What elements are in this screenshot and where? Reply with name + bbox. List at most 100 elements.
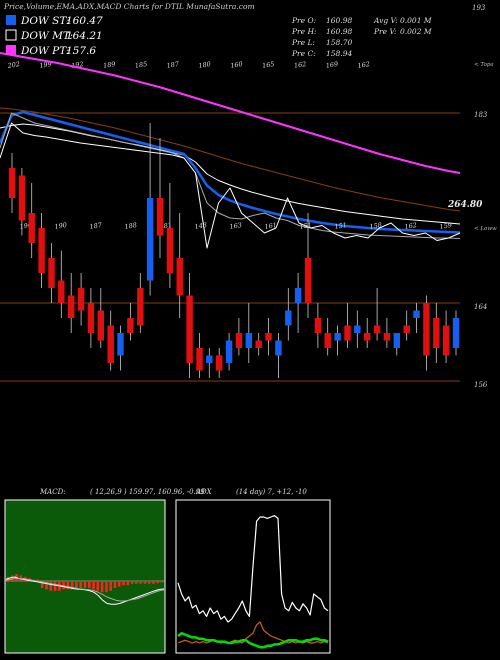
candle-body <box>117 333 124 356</box>
pre-close-value: 158.94 <box>326 49 352 58</box>
legend-label-st: DOW ST: <box>20 15 70 27</box>
ema-last-value: 264.80 <box>447 200 483 210</box>
macd-histogram-bar <box>53 581 57 591</box>
macd-histogram-bar <box>117 581 121 587</box>
candle-body <box>373 325 381 333</box>
macd-panel <box>4 499 166 654</box>
candle <box>294 273 302 333</box>
candle <box>87 288 95 348</box>
candle-body <box>403 325 410 333</box>
candle-body <box>146 198 154 281</box>
ema-series-line <box>0 110 461 234</box>
ema-lines <box>0 52 461 249</box>
candle <box>156 138 164 258</box>
pre-volume-value: 0.002 M <box>400 27 432 36</box>
candle-body <box>255 340 262 348</box>
candlesticks <box>8 123 460 378</box>
macd-histogram-bar <box>79 581 82 588</box>
candle-body <box>383 333 391 341</box>
pre-high-label: Pre H: <box>291 27 317 36</box>
candle-body <box>166 228 174 273</box>
ema-series-line <box>0 107 461 212</box>
ema-price-label: 180 <box>198 60 212 70</box>
pre-volume-label: Pre V: <box>373 27 397 36</box>
candle-body <box>18 175 26 221</box>
candle <box>324 318 331 356</box>
macd-lines <box>5 576 165 605</box>
adx-series-line <box>177 514 329 623</box>
candle-body <box>28 213 35 243</box>
macd-histogram-bar <box>70 581 74 590</box>
legend-label-mt: DOW MT: <box>20 30 73 42</box>
ohlc-block: Pre O: 160.98 Pre H: 160.98 Pre L: 158.7… <box>291 16 432 58</box>
pre-low-label: Pre L: <box>291 38 315 47</box>
candle <box>68 273 75 333</box>
legend-swatch-st <box>6 15 16 25</box>
candle <box>225 333 233 371</box>
candle-body <box>107 325 114 363</box>
candle-axis-label-156: 156 <box>474 381 488 389</box>
ema-series-line <box>0 112 461 239</box>
legend-value-mt: 164.21 <box>66 30 103 42</box>
candle <box>107 310 114 371</box>
candle <box>245 303 252 363</box>
macd-histogram-bar <box>36 579 40 581</box>
candle <box>364 318 371 348</box>
candle-price-label: 196 <box>19 221 33 231</box>
legend: DOW ST: 160.47 DOW MT: 164.21 DOW PT: 15… <box>5 15 103 57</box>
candle-body <box>68 295 75 318</box>
legend-swatch-pt <box>6 45 16 55</box>
avg-volume-value: 0.001 M <box>400 16 432 25</box>
candle <box>373 288 381 341</box>
ema-price-label: 162 <box>357 60 371 70</box>
macd-histogram-bar <box>135 581 138 584</box>
macd-histogram-bar <box>66 581 70 590</box>
candle <box>304 213 312 318</box>
candle-price-label: 181 <box>159 221 173 231</box>
candle-body <box>8 168 16 198</box>
candle-axis-note: < Loww <box>474 226 497 232</box>
candle <box>235 318 243 356</box>
candle-price-label: 188 <box>124 221 138 231</box>
candle-body <box>58 280 65 303</box>
candle-price-label: 159 <box>439 221 453 231</box>
adx-panel <box>175 499 331 654</box>
candle-body <box>38 228 45 273</box>
legend-swatch-mt <box>5 29 17 41</box>
macd-histogram-bar <box>143 581 147 584</box>
candle-body <box>176 258 183 296</box>
adx-series-line <box>177 631 329 649</box>
candle <box>314 303 322 348</box>
candle <box>334 325 341 356</box>
ema-price-label: 160 <box>230 60 244 70</box>
candle-body <box>216 355 223 371</box>
candle <box>48 243 55 303</box>
candle <box>146 123 154 296</box>
candle-body <box>87 303 95 333</box>
candle-body <box>127 318 134 333</box>
candle <box>127 303 134 341</box>
candle <box>166 183 174 288</box>
candle <box>117 325 124 371</box>
macd-histogram-bar <box>113 581 117 588</box>
ema-series-line <box>0 122 461 249</box>
adx-label: ADX <box>195 488 213 496</box>
price-axis-note: < Topa <box>474 62 494 68</box>
candle-body <box>452 318 460 348</box>
candle-body <box>294 288 302 303</box>
candle <box>216 348 223 378</box>
candle <box>383 318 391 348</box>
candle <box>433 303 440 363</box>
candle <box>196 333 203 378</box>
macd-histogram-bar <box>49 581 53 591</box>
candle-price-label: 161 <box>264 221 278 231</box>
candle-body <box>304 258 312 303</box>
candle-body <box>393 333 400 348</box>
macd-label: MACD: <box>39 488 66 496</box>
candle-body <box>364 333 371 341</box>
macd-params: ( 12,26,9 ) 159.97, 160.96, -0.99 <box>90 488 205 496</box>
adx-lines <box>177 514 329 649</box>
legend-value-st: 160.47 <box>66 15 103 27</box>
candle-body <box>285 310 292 326</box>
